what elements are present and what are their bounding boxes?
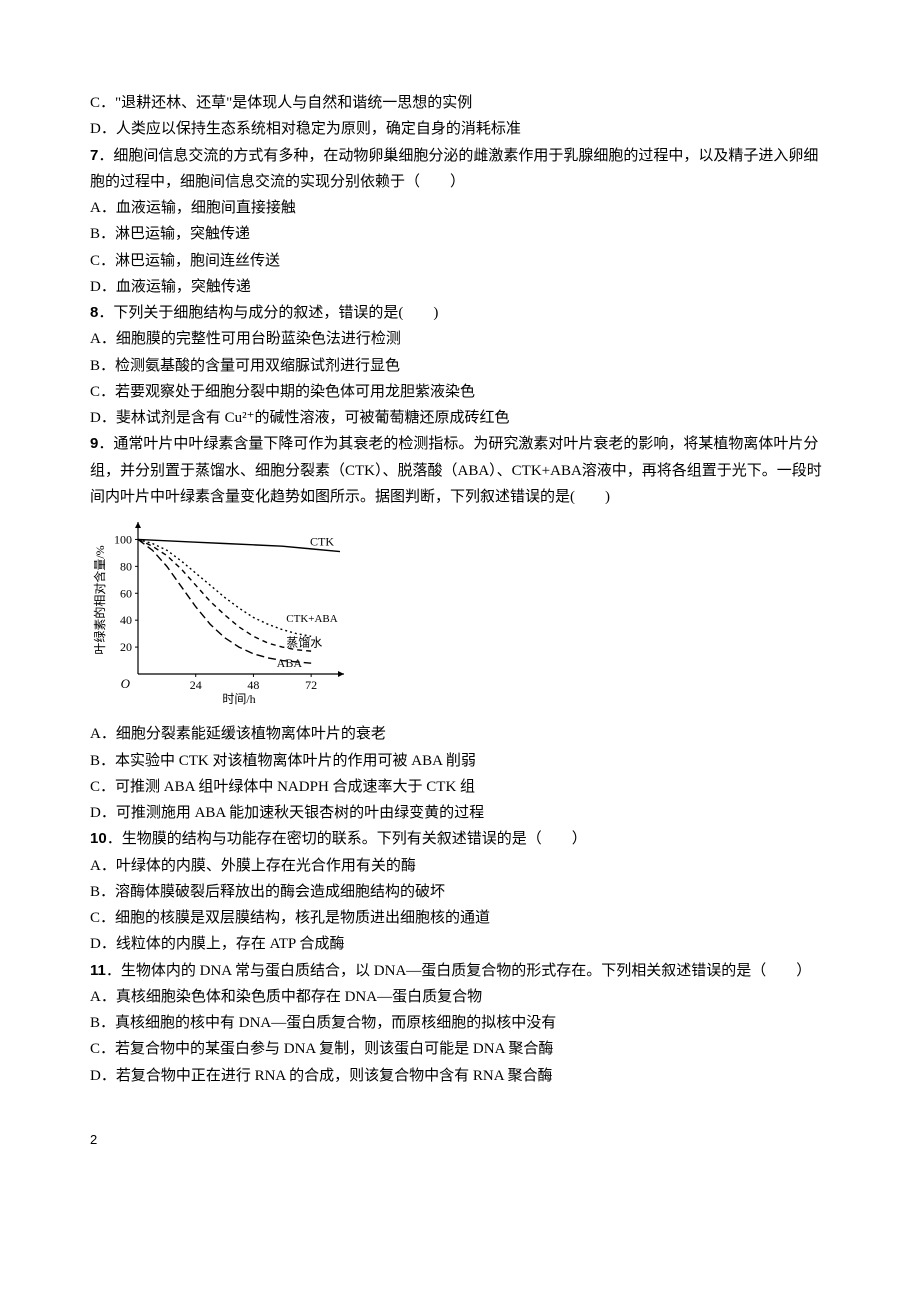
q7-option-c: C．淋巴运输，胞间连丝传送	[90, 248, 830, 274]
q11-text: ．生物体内的 DNA 常与蛋白质结合，以 DNA—蛋白质复合物的形式存在。下列相…	[106, 963, 811, 979]
q7-stem: 7．细胞间信息交流的方式有多种，在动物卵巢细胞分泌的雌激素作用于乳腺细胞的过程中…	[90, 143, 830, 196]
q11-option-c: C．若复合物中的某蛋白参与 DNA 复制，则该蛋白可能是 DNA 聚合酶	[90, 1036, 830, 1062]
svg-text:40: 40	[120, 613, 132, 627]
page-number: 2	[90, 1129, 830, 1152]
svg-text:60: 60	[120, 586, 132, 600]
chlorophyll-chart-svg: 20 40 60 80 100 24 48 72 O 叶绿素的相对含量/% 时间/h CTK CTK+A…	[90, 516, 350, 706]
q8-stem: 8．下列关于细胞结构与成分的叙述，错误的是( )	[90, 300, 830, 326]
q8-option-a: A．细胞膜的完整性可用台盼蓝染色法进行检测	[90, 326, 830, 352]
q9-option-b: B．本实验中 CTK 对该植物离体叶片的作用可被 ABA 削弱	[90, 748, 830, 774]
svg-text:叶绿素的相对含量/%: 叶绿素的相对含量/%	[92, 545, 107, 654]
q9-option-a: A．细胞分裂素能延缓该植物离体叶片的衰老	[90, 721, 830, 747]
q7-option-a: A．血液运输，细胞间直接接触	[90, 195, 830, 221]
q11-option-b: B．真核细胞的核中有 DNA—蛋白质复合物，而原核细胞的拟核中没有	[90, 1010, 830, 1036]
q10-option-d: D．线粒体的内膜上，存在 ATP 合成酶	[90, 931, 830, 957]
q9-chart: 20 40 60 80 100 24 48 72 O 叶绿素的相对含量/% 时间/h CTK CTK+A…	[90, 516, 830, 715]
q11-stem: 11．生物体内的 DNA 常与蛋白质结合，以 DNA—蛋白质复合物的形式存在。下…	[90, 958, 830, 984]
svg-text:ABA: ABA	[277, 656, 303, 670]
svg-text:20: 20	[120, 640, 132, 654]
svg-text:100: 100	[114, 532, 132, 546]
q8-text: ．下列关于细胞结构与成分的叙述，错误的是( )	[98, 305, 438, 321]
q6-option-d: D．人类应以保持生态系统相对稳定为原则，确定自身的消耗标准	[90, 116, 830, 142]
q10-number: 10	[90, 830, 107, 847]
q6-option-c: C．"退耕还林、还草"是体现人与自然和谐统一思想的实例	[90, 90, 830, 116]
q9-option-c: C．可推测 ABA 组叶绿体中 NADPH 合成速率大于 CTK 组	[90, 774, 830, 800]
q8-option-b: B．检测氨基酸的含量可用双缩脲试剂进行显色	[90, 353, 830, 379]
q7-option-b: B．淋巴运输，突触传递	[90, 221, 830, 247]
q9-stem: 9．通常叶片中叶绿素含量下降可作为其衰老的检测指标。为研究激素对叶片衰老的影响，…	[90, 431, 830, 510]
svg-text:CTK+ABA: CTK+ABA	[286, 613, 337, 625]
svg-text:时间/h: 时间/h	[222, 692, 255, 706]
svg-text:CTK: CTK	[310, 535, 334, 549]
q10-text: ．生物膜的结构与功能存在密切的联系。下列有关叙述错误的是（ ）	[107, 831, 587, 847]
svg-text:72: 72	[305, 678, 317, 692]
q8-option-d: D．斐林试剂是含有 Cu²⁺的碱性溶液，可被葡萄糖还原成砖红色	[90, 405, 830, 431]
q10-stem: 10．生物膜的结构与功能存在密切的联系。下列有关叙述错误的是（ ）	[90, 826, 830, 852]
q8-option-c: C．若要观察处于细胞分裂中期的染色体可用龙胆紫液染色	[90, 379, 830, 405]
svg-text:24: 24	[190, 678, 202, 692]
q11-option-d: D．若复合物中正在进行 RNA 的合成，则该复合物中含有 RNA 聚合酶	[90, 1063, 830, 1089]
q11-option-a: A．真核细胞染色体和染色质中都存在 DNA—蛋白质复合物	[90, 984, 830, 1010]
q11-number: 11	[90, 962, 106, 979]
q9-text: ．通常叶片中叶绿素含量下降可作为其衰老的检测指标。为研究激素对叶片衰老的影响，将…	[90, 436, 822, 505]
q7-text: ．细胞间信息交流的方式有多种，在动物卵巢细胞分泌的雌激素作用于乳腺细胞的过程中，…	[90, 148, 818, 190]
svg-text:O: O	[121, 676, 131, 691]
svg-text:80: 80	[120, 559, 132, 573]
svg-text:48: 48	[247, 678, 259, 692]
q10-option-c: C．细胞的核膜是双层膜结构，核孔是物质进出细胞核的通道	[90, 905, 830, 931]
q10-option-b: B．溶酶体膜破裂后释放出的酶会造成细胞结构的破坏	[90, 879, 830, 905]
q10-option-a: A．叶绿体的内膜、外膜上存在光合作用有关的酶	[90, 853, 830, 879]
page-content: C．"退耕还林、还草"是体现人与自然和谐统一思想的实例 D．人类应以保持生态系统…	[0, 0, 920, 1192]
svg-text:蒸馏水: 蒸馏水	[286, 635, 322, 649]
q9-option-d: D．可推测施用 ABA 能加速秋天银杏树的叶由绿变黄的过程	[90, 800, 830, 826]
q7-option-d: D．血液运输，突触传递	[90, 274, 830, 300]
